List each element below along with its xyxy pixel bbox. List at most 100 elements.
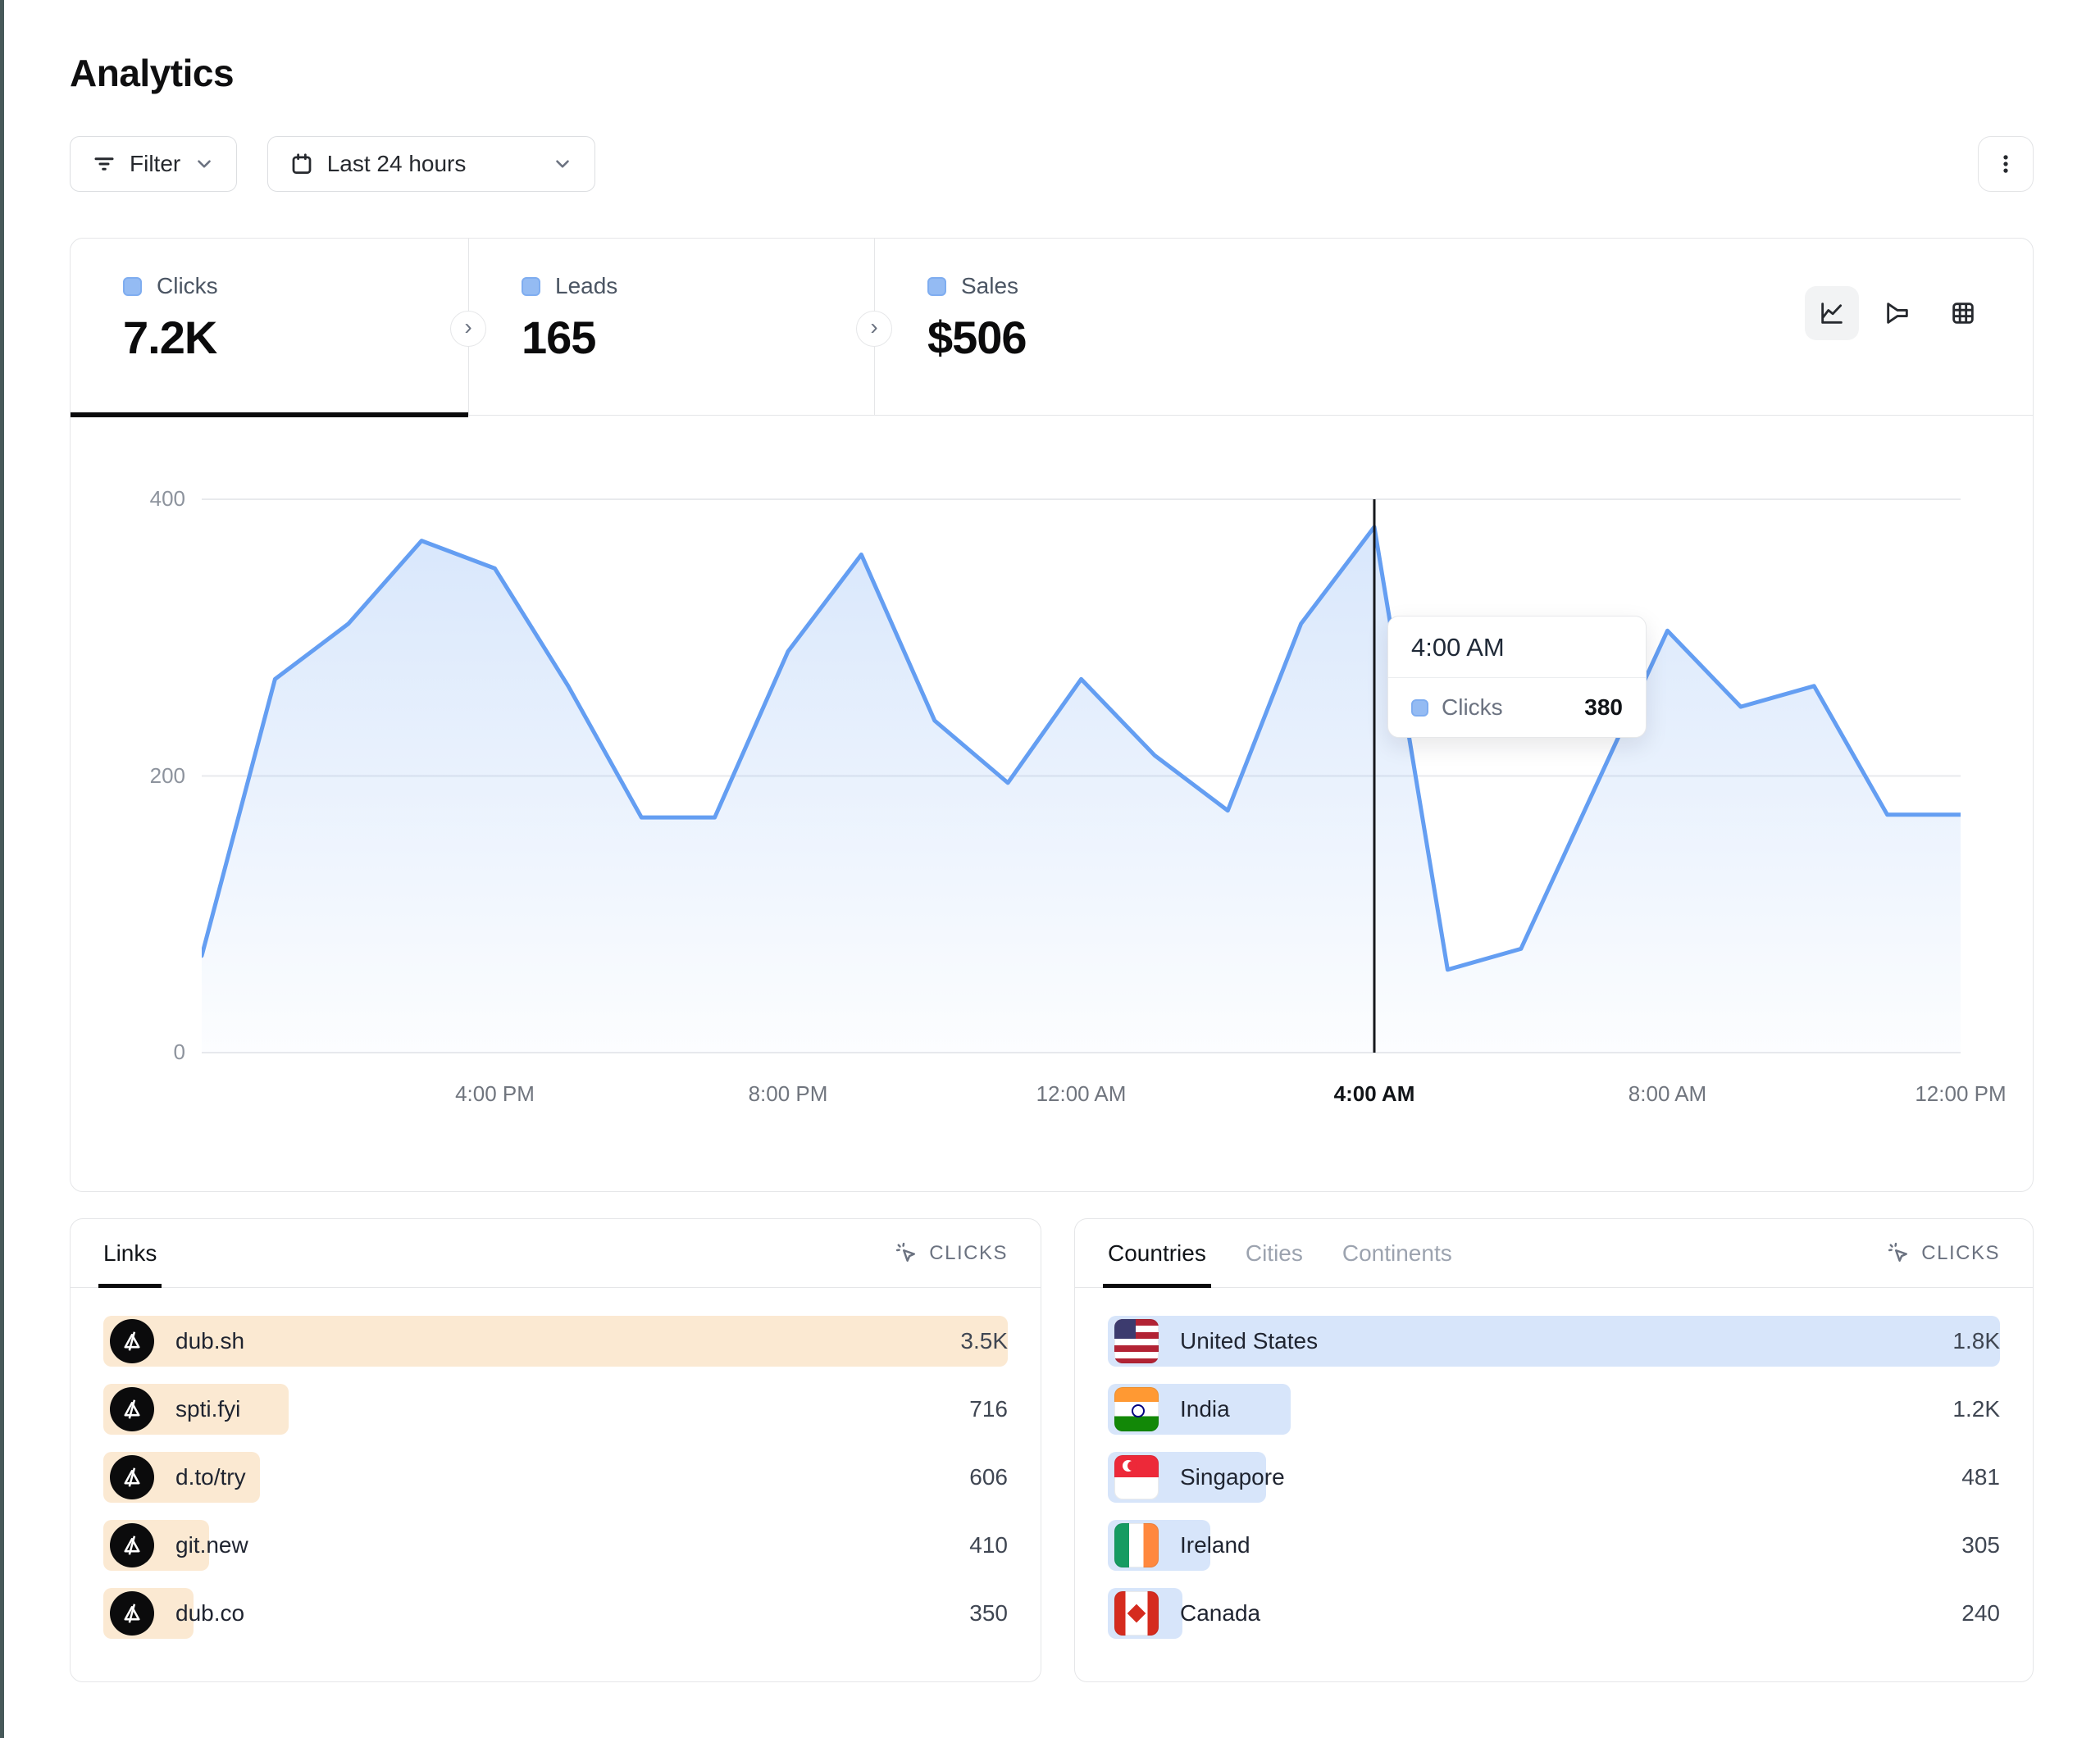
country-clicks-value: 1.2K [1952,1396,2000,1422]
country-flag-icon [1114,1523,1159,1567]
leads-legend-chip [522,276,540,296]
analytics-page: Analytics Filter Last 24 hours [70,0,2034,1738]
cursor-click-icon [1887,1241,1911,1266]
clicks-legend-chip [123,276,142,296]
analytics-chart-card: Clicks 7.2K Leads 165 Sales $506 › › [70,238,2034,1192]
tab-cities[interactable]: Cities [1245,1240,1303,1266]
bottom-panels: Links CLICKS [70,1218,2034,1682]
country-name: Canada [1180,1600,1261,1626]
dub-logo-icon [110,1319,154,1363]
stats-header: Clicks 7.2K Leads 165 Sales $506 › › [71,239,2033,417]
countries-metric-selector[interactable]: CLICKS [1887,1241,2000,1266]
link-clicks-bar [103,1316,1008,1367]
link-domain: git.new [175,1532,248,1558]
table-view-button[interactable] [1936,286,1990,340]
country-flag-icon [1114,1319,1159,1363]
country-flag-icon [1114,1591,1159,1636]
link-row[interactable]: dub.sh 3.5K [103,1316,1008,1367]
tab-clicks[interactable]: Clicks 7.2K [71,239,468,417]
country-row[interactable]: United States 1.8K [1108,1316,2000,1367]
funnel-icon [1884,299,1911,327]
filter-button-label: Filter [130,151,181,176]
area-fill [202,526,1961,1053]
link-row[interactable]: dub.co 350 [103,1588,1008,1639]
y-axis-label: 200 [149,762,185,788]
chart-view-toggle [1805,286,1990,340]
cursor-click-icon [895,1241,919,1266]
tab-links[interactable]: Links [98,1219,162,1288]
dub-logo-icon [110,1387,154,1431]
clicks-tab-label: Clicks [157,273,218,298]
sales-tab-value: $506 [927,312,1027,363]
x-axis-label: 8:00 PM [748,1081,828,1106]
dub-logo-icon [110,1523,154,1567]
toolbar: Filter Last 24 hours [70,136,2034,192]
countries-panel-header: Countries Cities Continents CLICKS [1075,1219,2033,1288]
x-axis-label: 4:00 PM [455,1081,535,1106]
funnel-view-button[interactable] [1870,286,1925,340]
links-metric-selector[interactable]: CLICKS [895,1241,1008,1266]
chevron-down-icon [194,153,215,175]
tab-sales[interactable]: Sales $506 [874,239,1301,416]
x-axis-ticks: 4:00 PM 8:00 PM 12:00 AM 4:00 AM 8:00 AM 12:0… [202,1081,2007,1114]
clicks-timeseries-chart[interactable]: 400 200 0 4:00 PM 8:00 PM 12:00 AM 4:00 AM 8:0… [71,416,2032,1191]
country-flag-icon [1114,1387,1159,1431]
link-row[interactable]: spti.fyi 716 [103,1384,1008,1435]
country-clicks-value: 1.8K [1952,1328,2000,1354]
country-name: United States [1180,1328,1319,1354]
links-metric-label: CLICKS [929,1241,1008,1264]
more-options-button[interactable] [1978,136,2034,192]
countries-panel: Countries Cities Continents CLICKS [1074,1218,2034,1682]
tooltip-time: 4:00 AM [1388,616,1646,678]
area-chart-plot [202,498,1961,1053]
sales-tab-label: Sales [961,273,1019,298]
dub-logo-icon [110,1455,154,1499]
country-row[interactable]: Canada 240 [1108,1588,2000,1639]
tab-countries[interactable]: Countries [1103,1219,1211,1288]
x-axis-label: 4:00 AM [1333,1081,1415,1106]
tooltip-series-label: Clicks [1442,694,1503,720]
country-row[interactable]: Singapore 481 [1108,1452,2000,1503]
tooltip-value: 380 [1584,694,1623,720]
link-row[interactable]: git.new 410 [103,1520,1008,1571]
link-clicks-value: 606 [969,1464,1008,1490]
links-panel-header: Links CLICKS [71,1219,1041,1288]
link-domain: d.to/try [175,1464,246,1490]
chevron-right-icon[interactable]: › [856,311,892,347]
link-clicks-value: 410 [969,1532,1008,1558]
calendar-icon [289,152,314,176]
country-clicks-bar [1108,1316,2000,1367]
link-clicks-value: 350 [969,1600,1008,1626]
chevron-down-icon [552,153,573,175]
country-row[interactable]: Ireland 305 [1108,1520,2000,1571]
x-axis-label: 12:00 AM [1036,1081,1127,1106]
link-domain: dub.sh [175,1328,245,1354]
date-range-button[interactable]: Last 24 hours [266,136,595,192]
dub-logo-icon [110,1591,154,1636]
link-clicks-value: 3.5K [960,1328,1008,1354]
country-name: Ireland [1180,1532,1250,1558]
link-row[interactable]: d.to/try 606 [103,1452,1008,1503]
country-clicks-value: 305 [1961,1532,2000,1558]
link-domain: spti.fyi [175,1396,241,1422]
tooltip-legend-chip [1411,698,1428,717]
filter-button[interactable]: Filter [70,136,238,192]
tab-leads[interactable]: Leads 165 [468,239,874,416]
leads-tab-value: 165 [522,312,596,363]
leads-tab-label: Leads [555,273,618,298]
x-axis-label: 8:00 AM [1628,1081,1707,1106]
y-axis-label: 0 [173,1040,185,1064]
line-chart-view-button[interactable] [1805,286,1859,340]
chevron-right-icon[interactable]: › [450,311,486,347]
links-list: dub.sh 3.5K spti.fyi [71,1288,1041,1639]
country-row[interactable]: India 1.2K [1108,1384,2000,1435]
link-clicks-value: 716 [969,1396,1008,1422]
country-clicks-value: 240 [1961,1600,2000,1626]
x-axis-label: 12:00 PM [1915,1081,2007,1106]
tab-continents[interactable]: Continents [1342,1240,1452,1266]
kebab-menu-icon [1993,152,2018,176]
line-chart-icon [1818,299,1846,327]
y-axis-label: 400 [149,486,185,511]
countries-list: United States 1.8K India 1.2K [1075,1288,2033,1639]
grid-table-icon [1949,299,1977,327]
